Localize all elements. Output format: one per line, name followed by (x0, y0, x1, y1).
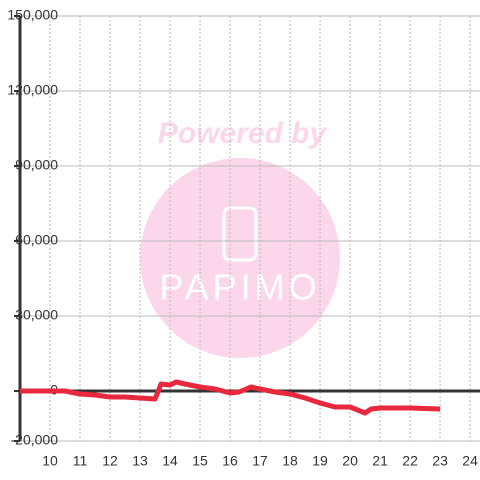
x-tick-label: 23 (432, 453, 448, 469)
x-tick-label: 17 (252, 453, 268, 469)
watermark-brand: PAPIMO (159, 267, 320, 308)
x-tick-label: 18 (282, 453, 298, 469)
x-tick-label: 16 (222, 453, 238, 469)
y-tick-label: 60,000 (15, 232, 58, 248)
x-tick-label: 14 (162, 453, 178, 469)
y-tick-label: 90,000 (15, 157, 58, 173)
x-tick-label: 10 (42, 453, 58, 469)
x-tick-label: 20 (342, 453, 358, 469)
y-tick-label: 150,000 (7, 7, 58, 23)
x-tick-label: 24 (462, 453, 478, 469)
x-tick-label: 19 (312, 453, 328, 469)
x-tick-label: 22 (402, 453, 418, 469)
series-line (20, 379, 441, 416)
watermark-title: Powered by (158, 117, 328, 150)
x-tick-label: 13 (132, 453, 148, 469)
y-tick-label: 30,000 (15, 307, 58, 323)
y-tick-label: 120,000 (7, 82, 58, 98)
x-tick-label: 11 (73, 453, 88, 469)
y-tick-label: -20,000 (11, 432, 59, 448)
x-tick-label: 12 (102, 453, 118, 469)
x-tick-label: 21 (372, 453, 388, 469)
grid (20, 15, 480, 442)
x-tick-label: 15 (192, 453, 208, 469)
phone-icon (222, 206, 258, 262)
